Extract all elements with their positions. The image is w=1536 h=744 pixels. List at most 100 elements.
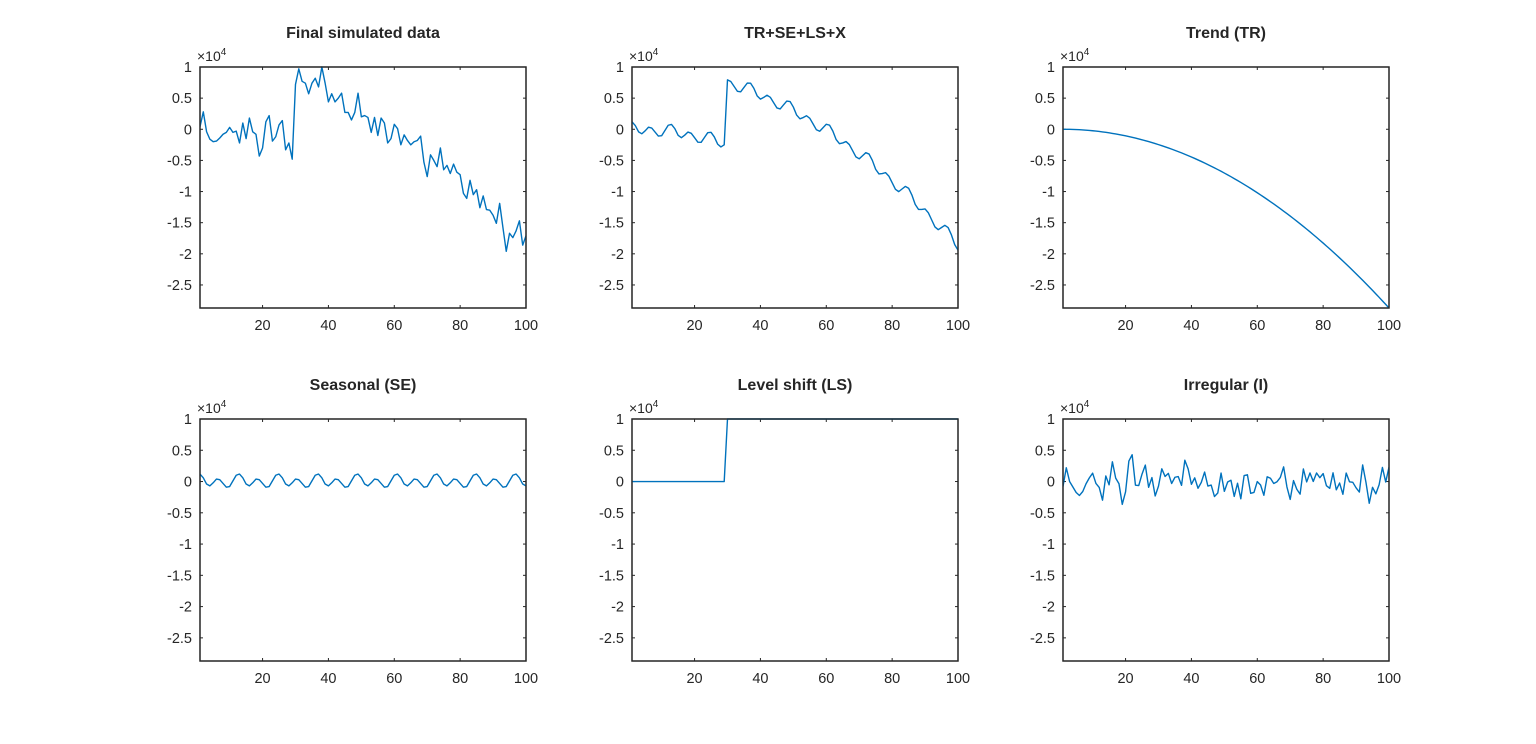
y-tick-label: 1 [1047, 412, 1055, 428]
panel-title: TR+SE+LS+X [744, 25, 846, 42]
y-tick-label: -1 [611, 537, 624, 553]
x-tick-label: 40 [752, 671, 768, 687]
x-tick-label: 80 [884, 318, 900, 334]
y-tick-label: 0 [616, 122, 624, 138]
x-tick-label: 100 [1377, 318, 1401, 334]
panel-tr-se-ls-x: TR+SE+LS+X 20 40 60 80 100 1 0.5 0 -0.5 -1 -1.5 -2 -… [599, 25, 970, 334]
y-tick-label: -0.5 [599, 153, 624, 169]
panel-title: Irregular (I) [1184, 377, 1268, 394]
axes-box [199, 418, 527, 662]
y-tick-label: 0 [1047, 475, 1055, 491]
x-tick-label: 40 [1183, 671, 1199, 687]
y-tick-label: 0.5 [172, 91, 192, 107]
x-tick-label: 80 [452, 671, 468, 687]
y-tick-label: -1.5 [167, 216, 192, 232]
y-tick-label: 1 [184, 60, 192, 76]
axes-border [1062, 418, 1390, 662]
x-tick-label: 100 [1377, 671, 1401, 687]
y-tick-label: 0 [184, 475, 192, 491]
x-tick-label: 60 [1249, 671, 1265, 687]
y-tick-label: 1 [184, 412, 192, 428]
panel-title: Trend (TR) [1186, 25, 1266, 42]
x-tick-label: 60 [1249, 318, 1265, 334]
panel-title: Seasonal (SE) [310, 377, 417, 394]
x-tick-label: 80 [452, 318, 468, 334]
axes-border [199, 66, 527, 309]
y-tick-label: -1 [1042, 537, 1055, 553]
y-tick-label: -0.5 [167, 153, 192, 169]
y-tick-label: -0.5 [1030, 153, 1055, 169]
y-tick-label: -2.5 [599, 631, 624, 647]
y-tick-label: -1.5 [599, 216, 624, 232]
y-tick-label: -2 [611, 247, 624, 263]
y-tick-label: 0 [616, 475, 624, 491]
y-tick-label: -2.5 [599, 278, 624, 294]
panel-final: Final simulated data 20 40 60 80 100 1 0.5 0 -0.… [167, 25, 538, 334]
x-tick-label: 60 [386, 318, 402, 334]
y-tick-label: -1 [179, 185, 192, 201]
y-tick-label: -2.5 [167, 631, 192, 647]
y-tick-label: -2 [179, 247, 192, 263]
y-tick-label: -1.5 [1030, 216, 1055, 232]
y-tick-label: -2.5 [1030, 278, 1055, 294]
y-tick-label: -1.5 [167, 568, 192, 584]
y-exponent-label: ×104 [1060, 399, 1090, 416]
y-tick-label: 0.5 [604, 91, 624, 107]
panel-title: Level shift (LS) [738, 377, 853, 394]
x-tick-label: 20 [1117, 671, 1133, 687]
y-tick-label: 0 [1047, 122, 1055, 138]
y-exponent-label: ×104 [1060, 47, 1090, 64]
y-tick-label: -2 [179, 600, 192, 616]
x-tick-label: 100 [946, 671, 970, 687]
panel-level-shift: Level shift (LS) 20 40 60 80 100 1 0.5 0 -0.5 -1 -… [599, 377, 970, 687]
y-tick-label: -2.5 [167, 278, 192, 294]
x-tick-label: 40 [1183, 318, 1199, 334]
y-tick-label: 0.5 [1035, 443, 1055, 459]
axes-border [631, 66, 959, 309]
y-tick-label: -2 [1042, 600, 1055, 616]
x-tick-label: 20 [254, 671, 270, 687]
data-line [1063, 454, 1389, 506]
axes-box [1062, 418, 1390, 662]
axes-border [1062, 66, 1390, 309]
x-tick-label: 80 [1315, 671, 1331, 687]
axes-box [1062, 66, 1390, 309]
y-tick-label: 1 [616, 412, 624, 428]
x-tick-label: 60 [818, 671, 834, 687]
axes-border [199, 418, 527, 662]
y-tick-label: 1 [616, 60, 624, 76]
axes-border [631, 418, 959, 662]
x-tick-label: 100 [946, 318, 970, 334]
y-tick-label: 0.5 [1035, 91, 1055, 107]
y-tick-label: -2.5 [1030, 631, 1055, 647]
x-tick-label: 20 [254, 318, 270, 334]
data-line [1063, 128, 1389, 309]
x-tick-label: 80 [1315, 318, 1331, 334]
x-tick-label: 40 [320, 671, 336, 687]
y-exponent-label: ×104 [629, 47, 659, 64]
x-tick-label: 20 [1117, 318, 1133, 334]
y-tick-label: 0.5 [604, 443, 624, 459]
axes-box [631, 418, 959, 662]
x-tick-label: 60 [818, 318, 834, 334]
x-tick-label: 100 [514, 318, 538, 334]
y-tick-label: -2 [611, 600, 624, 616]
y-tick-label: -1.5 [1030, 568, 1055, 584]
data-line [200, 66, 526, 253]
panel-trend: Trend (TR) 20 40 60 80 100 1 0.5 0 -0.5 -1 -1.5 -2 -… [1030, 25, 1401, 334]
panel-irregular: Irregular (I) 20 40 60 80 100 1 0.5 0 -0.5 -1 -1.5… [1030, 377, 1401, 687]
panel-seasonal: Seasonal (SE) 20 40 60 80 100 1 0.5 0 -0.5 -1 -1.5… [167, 377, 538, 687]
x-tick-label: 20 [686, 318, 702, 334]
y-tick-label: -1 [179, 537, 192, 553]
axes-box [199, 66, 527, 309]
x-tick-label: 40 [752, 318, 768, 334]
x-tick-label: 100 [514, 671, 538, 687]
x-tick-label: 20 [686, 671, 702, 687]
y-tick-label: -0.5 [599, 506, 624, 522]
y-tick-label: 1 [1047, 60, 1055, 76]
y-tick-label: -1.5 [599, 568, 624, 584]
data-line [200, 473, 526, 488]
y-tick-label: -0.5 [1030, 506, 1055, 522]
y-exponent-label: ×104 [629, 399, 659, 416]
x-tick-label: 40 [320, 318, 336, 334]
